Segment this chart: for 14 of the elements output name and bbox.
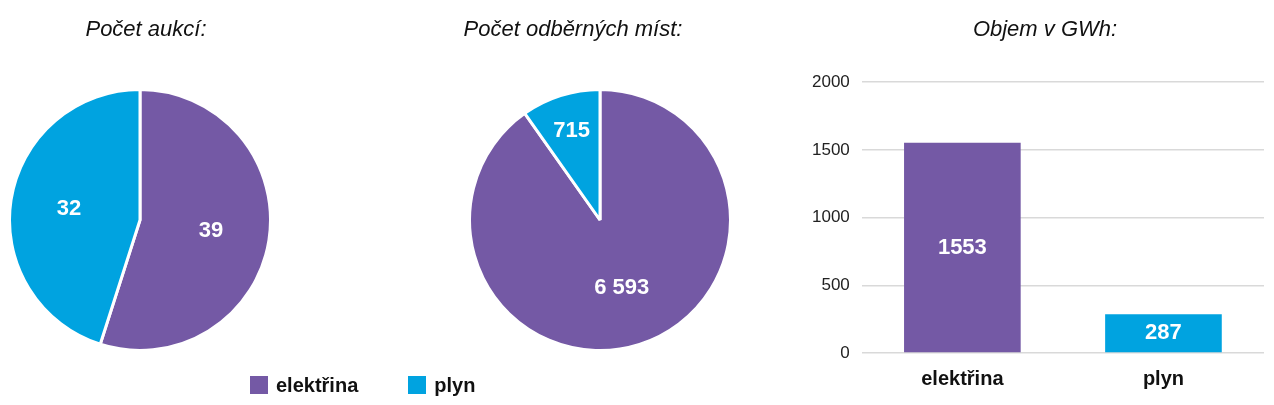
y-tick-label: 1000 [811,207,850,227]
y-tick-label: 1500 [811,139,850,159]
data-label: 715 [553,116,590,142]
data-label: 6 593 [594,274,650,300]
chart-title: Počet aukcí: [85,16,207,42]
data-label: 287 [1145,319,1182,345]
data-label: 1553 [937,233,987,259]
y-tick-label: 0 [840,342,850,362]
data-label: 39 [198,217,224,243]
y-tick-label: 2000 [811,71,850,91]
chart-title: Počet odběrných míst: [463,16,683,42]
chart-title: Objem v GWh: [972,16,1118,42]
y-tick-label: 500 [821,274,850,294]
data-label: 32 [56,194,82,220]
